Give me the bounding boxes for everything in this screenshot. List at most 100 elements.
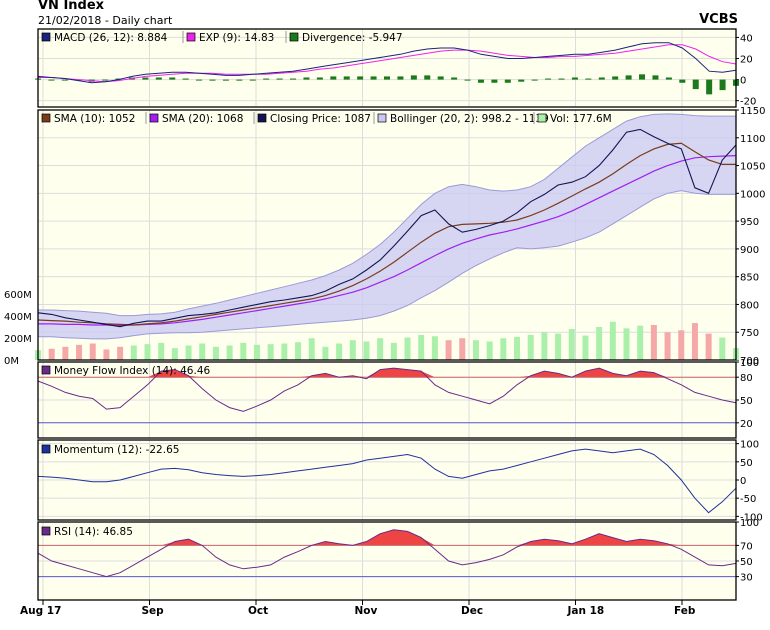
mfi-ytick-label: 80 bbox=[740, 373, 753, 384]
divergence-bar bbox=[276, 78, 283, 80]
volume-bar bbox=[705, 333, 712, 360]
divergence-bar bbox=[48, 79, 55, 81]
mfi-panel-frame bbox=[37, 361, 737, 439]
volume-bar bbox=[349, 340, 356, 360]
volume-bar bbox=[637, 325, 644, 360]
divergence-bar bbox=[464, 79, 471, 81]
mfi-overbought-fill bbox=[38, 368, 736, 378]
volume-bar bbox=[103, 349, 110, 360]
price-ytick-label: 850 bbox=[740, 273, 759, 284]
divergence-bar bbox=[182, 78, 189, 80]
mfi-legend-swatch bbox=[41, 365, 51, 375]
volume-bar bbox=[472, 340, 479, 360]
divergence-bar bbox=[209, 79, 216, 81]
divergence-bar bbox=[330, 76, 337, 80]
price-ytick-label: 750 bbox=[740, 328, 759, 339]
divergence-bar bbox=[665, 77, 672, 80]
mfi-ytick-label: 20 bbox=[740, 419, 753, 430]
volume-bar bbox=[253, 344, 260, 360]
rsi-legend-swatch bbox=[41, 526, 51, 536]
rsi-ytick-label: 70 bbox=[740, 541, 753, 552]
x-tick-label: Nov bbox=[355, 605, 378, 617]
momentum-legend-swatch bbox=[41, 444, 51, 454]
macd-ytick-label: 40 bbox=[740, 33, 753, 44]
divergence-bar bbox=[397, 76, 404, 80]
price-ytick-label: 700 bbox=[740, 356, 759, 367]
rsi-line bbox=[37, 529, 737, 578]
momentum-ytick-label: -50 bbox=[740, 494, 756, 505]
divergence-bar bbox=[155, 77, 162, 80]
bollinger-upper-line bbox=[38, 113, 736, 317]
price-legend-label: SMA (10): 1052 bbox=[54, 113, 135, 125]
divergence-bar bbox=[451, 77, 458, 80]
volume-bar bbox=[678, 330, 685, 360]
divergence-bar bbox=[115, 78, 122, 80]
volume-bar bbox=[322, 346, 329, 360]
x-tick-label: Feb bbox=[674, 605, 696, 617]
volume-bar bbox=[76, 344, 83, 360]
volume-bar bbox=[158, 342, 165, 360]
x-tick-label: Aug 17 bbox=[20, 605, 61, 617]
divergence-bar bbox=[102, 79, 109, 81]
volume-bar bbox=[623, 328, 630, 360]
price-legend-swatch bbox=[41, 113, 51, 123]
macd-legend-label: EXP (9): 14.83 bbox=[199, 32, 274, 44]
sma20-line bbox=[38, 155, 737, 327]
macd-exp-line bbox=[38, 44, 737, 83]
price-legend-swatch bbox=[537, 113, 547, 123]
mfi-legend-label: Money Flow Index (14): 46.46 bbox=[54, 365, 211, 377]
chart-title: VN Index bbox=[38, 0, 105, 13]
volume-bar bbox=[527, 334, 534, 360]
volume-bar bbox=[336, 343, 343, 360]
divergence-bar bbox=[571, 77, 578, 80]
bollinger-lower-line bbox=[38, 190, 736, 340]
rsi-ytick-label: 30 bbox=[740, 573, 753, 584]
volume-bar bbox=[144, 344, 151, 360]
divergence-bar bbox=[612, 76, 619, 80]
macd-legend-label: MACD (26, 12): 8.884 bbox=[54, 32, 168, 44]
price-legend-label: Bollinger (20, 2): 998.2 - 1139 bbox=[390, 113, 549, 125]
volume-bar bbox=[281, 343, 288, 360]
divergence-bar bbox=[222, 79, 229, 81]
volume-bar bbox=[48, 348, 55, 360]
price-legend-label: Vol: 177.6M bbox=[550, 113, 612, 125]
momentum-panel-frame bbox=[37, 439, 737, 521]
volume-tick-label: 600M bbox=[4, 290, 32, 301]
divergence-bar bbox=[652, 75, 659, 80]
x-tick-label: Dec bbox=[461, 605, 483, 617]
divergence-bar bbox=[504, 79, 511, 83]
volume-bar bbox=[582, 335, 589, 360]
x-tick-label: Sep bbox=[142, 605, 165, 617]
volume-bar bbox=[171, 348, 178, 360]
closing-price-line bbox=[37, 128, 737, 328]
macd-legend-label: Divergence: -5.947 bbox=[302, 32, 403, 44]
volume-bar bbox=[486, 341, 493, 360]
volume-bar bbox=[514, 336, 521, 360]
price-ytick-label: 1150 bbox=[740, 106, 765, 117]
divergence-bar bbox=[142, 77, 149, 80]
volume-bar bbox=[363, 341, 370, 360]
volume-bar bbox=[199, 343, 206, 360]
mfi-line bbox=[37, 367, 737, 412]
volume-bar bbox=[267, 344, 274, 360]
brand-label: VCBS bbox=[699, 12, 738, 27]
volume-bar bbox=[568, 328, 575, 360]
mfi-ytick-label: 50 bbox=[740, 396, 753, 407]
price-legend-label: SMA (20): 1068 bbox=[162, 113, 243, 125]
volume-bar bbox=[404, 337, 411, 360]
macd-line bbox=[37, 42, 737, 84]
chart-subtitle: 21/02/2018 - Daily chart bbox=[38, 14, 173, 27]
x-tick-label: Jan 18 bbox=[567, 605, 605, 617]
divergence-bar bbox=[424, 75, 431, 80]
divergence-bar bbox=[625, 75, 632, 80]
rsi-ytick-label: 50 bbox=[740, 557, 753, 568]
volume-bar bbox=[445, 340, 452, 360]
rsi-ytick-label: 100 bbox=[740, 518, 759, 529]
volume-bar bbox=[431, 336, 438, 360]
divergence-bar bbox=[679, 79, 686, 83]
divergence-bar bbox=[169, 77, 176, 80]
volume-bar bbox=[226, 345, 233, 360]
macd-legend-swatch bbox=[186, 32, 196, 42]
price-legend-label: Closing Price: 1087 bbox=[270, 113, 371, 125]
